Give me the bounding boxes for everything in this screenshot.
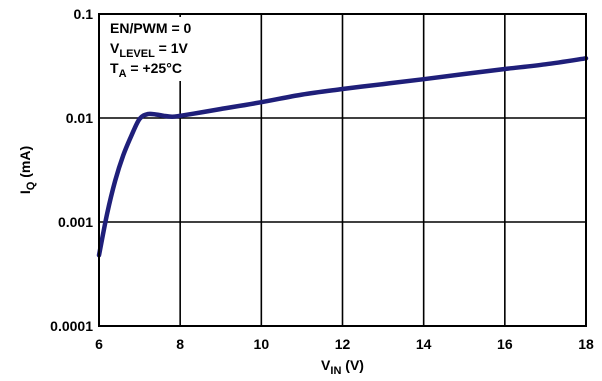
x-tick-label: 8 <box>176 336 184 352</box>
y-axis-label: IQ (mA) <box>17 146 37 194</box>
y-tick-label: 0.01 <box>66 110 93 126</box>
plot-frame <box>98 13 587 327</box>
annotation-line: TA = +25°C <box>110 60 182 80</box>
x-tick-label: 6 <box>95 336 103 352</box>
x-tick-labels: 6 8 10 12 14 16 18 <box>95 336 594 352</box>
annotation-background <box>104 17 230 81</box>
annotation-line: VLEVEL = 1V <box>110 40 189 60</box>
series-line <box>96 56 589 258</box>
annotation-line: EN/PWM = 0 <box>110 20 192 36</box>
y-tick-label: 0.0001 <box>50 318 93 334</box>
y-tick-label: 0.1 <box>74 6 94 22</box>
x-axis-label: VIN (V) <box>321 357 364 377</box>
x-tick-label: 16 <box>497 336 513 352</box>
x-tick-label: 12 <box>335 336 351 352</box>
x-tick-label: 14 <box>416 336 432 352</box>
x-tick-label: 10 <box>254 336 270 352</box>
y-tick-label: 0.001 <box>58 214 93 230</box>
y-tick-labels: 0.1 0.01 0.001 0.0001 <box>50 6 93 334</box>
x-tick-label: 18 <box>578 336 594 352</box>
